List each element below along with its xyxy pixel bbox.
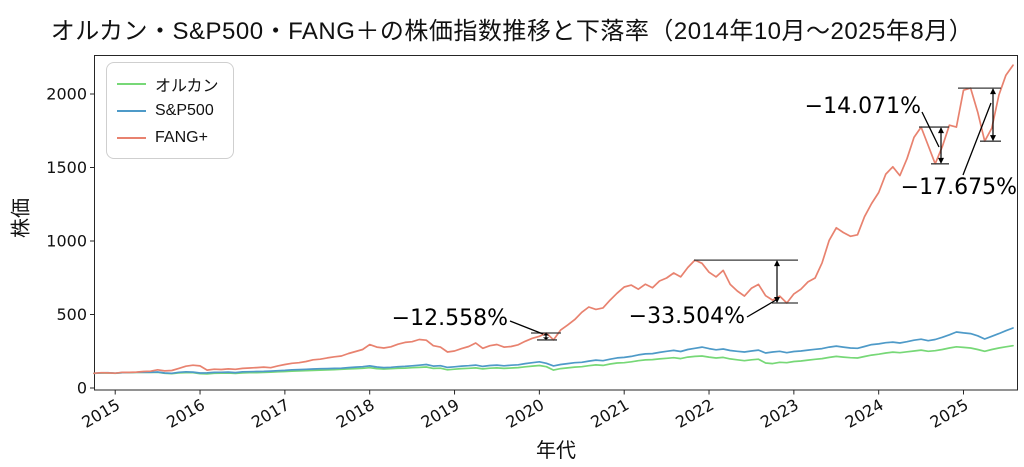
- x-axis-label: 年代: [536, 440, 576, 462]
- x-tick-label: 2024: [842, 395, 887, 432]
- legend-label-sp500: S&P500: [155, 101, 214, 119]
- y-axis-label: 株価: [10, 198, 33, 238]
- annotation-label-1: −33.504%: [629, 304, 745, 329]
- y-tick-label: 2000: [46, 85, 87, 104]
- annotation-label-0: −12.558%: [392, 306, 508, 331]
- annotation-label-2: −14.071%: [805, 94, 921, 119]
- annotation-leader-line-0: [509, 320, 544, 335]
- x-tick-label: 2016: [163, 395, 208, 432]
- annotation-arrowhead-up-3: [990, 88, 996, 95]
- annotation-arrowhead-down-3: [990, 135, 996, 142]
- x-tick-label: 2020: [503, 395, 548, 432]
- chart-title: オルカン・S&P500・FANG＋の株価指数推移と下落率（2014年10月～20…: [50, 18, 974, 45]
- legend-item-sp500: S&P500: [117, 97, 219, 124]
- x-tick-label: 2021: [587, 395, 632, 432]
- legend-item-fangplus: FANG+: [117, 124, 219, 151]
- x-tick-label: 2018: [333, 395, 378, 432]
- series-line-sp500: [93, 327, 1014, 375]
- plot-frame: [94, 55, 1018, 391]
- series-line-allcountry: [93, 344, 1014, 375]
- y-tick-label: 1500: [46, 158, 87, 177]
- legend-line-sample-allcountry: [117, 82, 146, 85]
- annotation-leader-line-3: [962, 102, 992, 176]
- x-tick-label: 2023: [757, 395, 802, 432]
- annotation-label-3: −17.675%: [901, 175, 1017, 200]
- y-tick-label: 1000: [46, 232, 87, 251]
- annotation-arrowhead-down-1: [774, 297, 780, 304]
- annotation-arrowhead-up-1: [774, 260, 780, 267]
- annotation-arrowhead-up-0: [543, 333, 549, 336]
- x-tick-label: 2019: [418, 395, 463, 432]
- legend: オルカン S&P500 FANG+: [106, 62, 234, 159]
- x-tick-label: 2022: [672, 395, 717, 432]
- annotation-arrowhead-down-0: [543, 337, 549, 340]
- legend-item-allcountry: オルカン: [117, 70, 219, 97]
- annotation-arrowhead-up-2: [938, 127, 944, 134]
- y-tick-label: 0: [77, 379, 87, 398]
- annotation-arrowhead-down-2: [938, 157, 944, 164]
- legend-line-sample-sp500: [117, 109, 146, 112]
- y-tick-label: 500: [56, 305, 87, 324]
- x-tick-label: 2015: [78, 395, 123, 432]
- annotation-leader-line-1: [746, 299, 777, 318]
- legend-label-fangplus: FANG+: [155, 128, 208, 146]
- x-tick-label: 2025: [927, 395, 972, 432]
- legend-label-allcountry: オルカン: [155, 77, 219, 95]
- x-tick-label: 2017: [248, 395, 293, 432]
- legend-line-sample-fangplus: [117, 136, 146, 139]
- annotation-leader-line-2: [921, 111, 940, 148]
